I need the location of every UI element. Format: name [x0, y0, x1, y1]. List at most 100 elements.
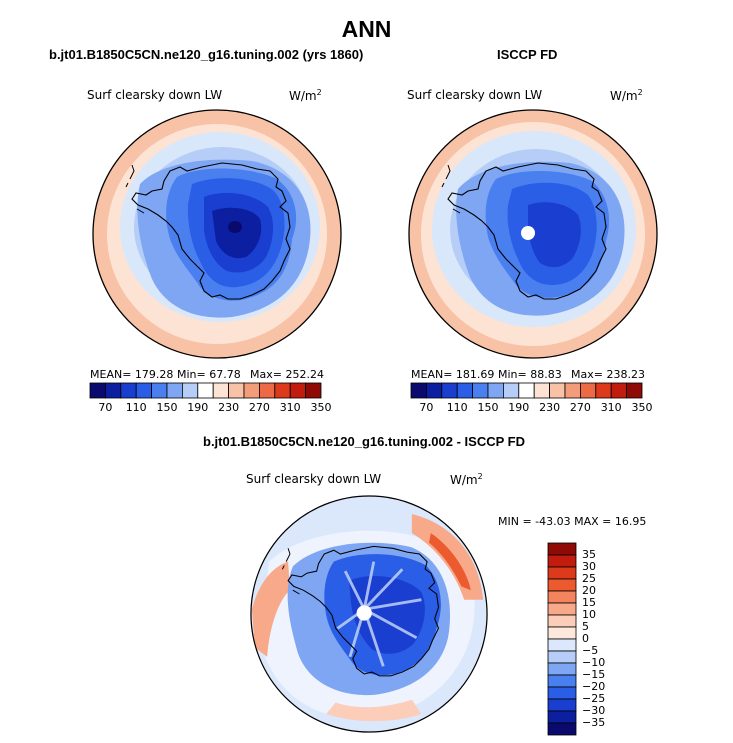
- colorbar-swatch: [547, 602, 577, 616]
- colorbar-swatch: [547, 638, 577, 652]
- colorbar-tick-label: −5: [582, 644, 599, 657]
- colorbar-tick-label: 15: [582, 596, 596, 609]
- colorbar-obs: [410, 382, 643, 399]
- colorbar-swatch: [104, 382, 122, 399]
- colorbar-tick-label: −30: [582, 704, 606, 717]
- diff-streaks: [336, 561, 422, 667]
- colorbar-tick-label: 5: [582, 620, 589, 633]
- colorbar-swatch: [518, 382, 535, 399]
- colorbar-tick-label: 20: [582, 584, 596, 597]
- map-obs: [408, 109, 658, 359]
- colorbar-swatch: [228, 382, 245, 399]
- colorbar-swatch: [135, 382, 153, 399]
- colorbar-swatch: [547, 614, 577, 628]
- colorbar-tick-label: 35: [582, 548, 596, 561]
- colorbar-swatch: [595, 382, 612, 399]
- colorbar-swatch: [274, 382, 291, 399]
- colorbar-tick-label: 70: [98, 401, 113, 414]
- colorbar-swatch: [547, 566, 577, 580]
- colorbar-swatch: [547, 686, 577, 700]
- colorbar-swatch: [547, 722, 577, 736]
- colorbar-tick-label: 30: [582, 560, 596, 573]
- colorbar-swatch: [151, 382, 168, 399]
- colorbar-swatch: [610, 382, 627, 399]
- peninsula-islands: [281, 548, 300, 595]
- panel-diff-minmax: MIN = -43.03 MAX = 16.95: [498, 515, 647, 528]
- colorbar-swatch: [89, 382, 106, 399]
- colorbar-swatch: [197, 382, 214, 399]
- colorbar-tick-label: 110: [446, 401, 468, 414]
- panel-model-units: W/m2: [289, 88, 322, 103]
- colorbar-diff: [547, 542, 577, 736]
- panel-model-variable: Surf clearsky down LW: [87, 88, 223, 102]
- colorbar-tick-label: −10: [582, 656, 606, 669]
- colorbar-tick-label: 150: [477, 401, 499, 414]
- colorbar-tick-label: 0: [582, 632, 589, 645]
- antarctica-coastline: [447, 162, 607, 300]
- colorbar-swatch: [626, 382, 643, 399]
- colorbar-swatch: [547, 554, 577, 568]
- panel-obs-mean: MEAN= 181.69: [411, 368, 495, 381]
- colorbar-swatch: [441, 382, 458, 399]
- pole-no-data: [521, 226, 535, 240]
- colorbar-swatch: [182, 382, 199, 399]
- colorbar-swatch: [289, 382, 306, 399]
- panel-obs-title: ISCCP FD: [497, 47, 558, 62]
- colorbar-tick-label: 25: [582, 572, 596, 585]
- colorbar-swatch: [456, 382, 474, 399]
- colorbar-swatch: [564, 382, 581, 399]
- colorbar-model-labels: 70 110 150 190 230 270 310 350: [90, 401, 331, 415]
- colorbar-tick-label: 310: [279, 401, 301, 414]
- colorbar-swatch: [547, 710, 577, 724]
- peninsula-islands: [441, 164, 461, 214]
- colorbar-tick-label: 150: [156, 401, 178, 414]
- colorbar-swatch: [547, 590, 577, 604]
- colorbar-tick-label: −25: [582, 692, 606, 705]
- colorbar-swatch: [579, 382, 597, 399]
- colorbar-tick-label: 190: [508, 401, 530, 414]
- colorbar-swatch: [425, 382, 443, 399]
- colorbar-swatch: [547, 650, 577, 664]
- colorbar-tick-label: 270: [248, 401, 270, 414]
- diff-positive-west: [251, 561, 290, 657]
- colorbar-tick-label: 230: [539, 401, 561, 414]
- colorbar-swatch: [120, 382, 137, 399]
- diff-positive-south: [326, 699, 422, 722]
- colorbar-tick-label: 110: [125, 401, 147, 414]
- colorbar-swatch: [533, 382, 550, 399]
- colorbar-tick-label: −20: [582, 680, 606, 693]
- colorbar-tick-label: 350: [310, 401, 332, 414]
- antarctica-pole: [228, 221, 242, 233]
- colorbar-swatch: [547, 662, 577, 676]
- colorbar-tick-label: 310: [600, 401, 622, 414]
- colorbar-swatch: [243, 382, 260, 399]
- colorbar-swatch: [166, 382, 183, 399]
- antarctica-coastline: [131, 162, 291, 300]
- panel-model-max: Max= 252.24: [250, 368, 324, 381]
- panel-obs-min: Min= 88.83: [498, 368, 562, 381]
- antarctica-deep: [212, 207, 262, 259]
- colorbar-tick-label: −35: [582, 716, 606, 729]
- colorbar-tick-label: 230: [218, 401, 240, 414]
- colorbar-model: [89, 382, 322, 399]
- pole-no-data: [356, 605, 372, 621]
- panel-diff-title: b.jt01.B1850C5CN.ne120_g16.tuning.002 - …: [203, 434, 525, 449]
- colorbar-swatch: [212, 382, 229, 399]
- colorbar-tick-label: 270: [569, 401, 591, 414]
- main-title: ANN: [341, 16, 392, 42]
- diff-positive-ne-strong: [428, 533, 471, 591]
- panel-diff-units: W/m2: [450, 472, 483, 487]
- antarctica-core: [528, 202, 581, 268]
- colorbar-swatch: [305, 382, 322, 399]
- colorbar-tick-label: 350: [631, 401, 653, 414]
- panel-obs-variable: Surf clearsky down LW: [407, 88, 543, 102]
- colorbar-swatch: [547, 698, 577, 712]
- map-diff: [250, 495, 488, 733]
- panel-obs-max: Max= 238.23: [571, 368, 645, 381]
- colorbar-tick-label: 70: [419, 401, 434, 414]
- panel-model-title: b.jt01.B1850C5CN.ne120_g16.tuning.002 (y…: [49, 47, 364, 62]
- panel-model-min: Min= 67.78: [177, 368, 241, 381]
- colorbar-swatch: [547, 674, 577, 688]
- panel-diff-variable: Surf clearsky down LW: [246, 472, 382, 486]
- colorbar-swatch: [472, 382, 489, 399]
